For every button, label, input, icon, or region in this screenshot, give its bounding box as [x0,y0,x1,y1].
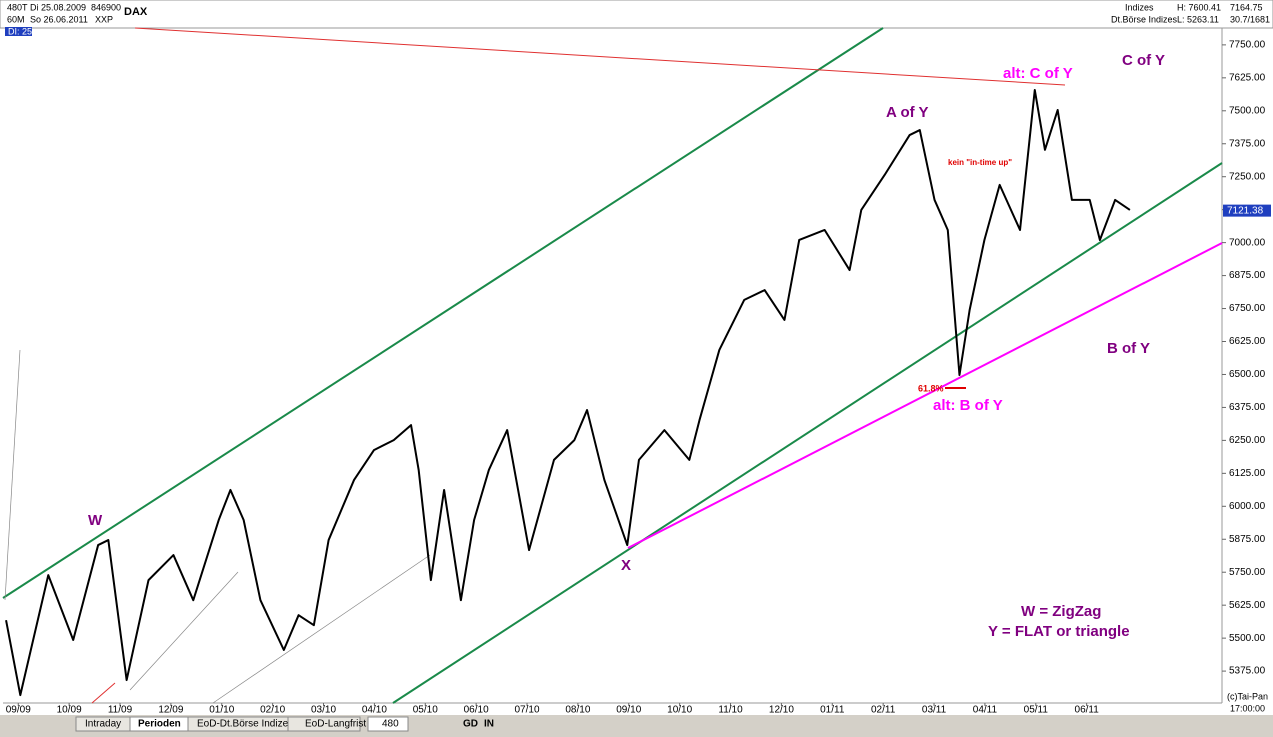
toolbar: Intraday Perioden EoD-Dt.Börse Indizes E… [0,715,1273,737]
y-tick-label: 6000.00 [1229,501,1266,512]
header-text: XXP [95,14,113,24]
y-tick-label: 5875.00 [1229,534,1266,545]
x-tick-label: 01/10 [209,705,234,716]
annotation: kein "in-time up" [948,158,1012,167]
x-tick-label: 02/11 [871,705,896,716]
y-tick-label: 5500.00 [1229,633,1266,644]
tab-label[interactable]: EoD-Langfrist [305,719,366,730]
y-tick-label: 7250.00 [1229,171,1266,182]
annotation: X [621,557,631,574]
plot: 5375.00 5500.00 5625.00 5750.00 5875.00 6000.… [5,40,1271,716]
header-text: 30.7/1681 [1230,14,1270,24]
y-tick-label: 7625.00 [1229,72,1266,83]
annotation: alt: B of Y [933,397,1003,414]
y-tick-label: 6750.00 [1229,303,1266,314]
y-tick-label: 5625.00 [1229,600,1266,611]
tab-label[interactable]: EoD-Dt.Börse Indizes [197,719,293,730]
trend-lines [2,27,1223,704]
header: 480T Di 25.08.2009 846900 DAX 60M So 26.… [0,0,1273,36]
header-text: 846900 [91,2,121,12]
helper-line [91,682,116,704]
y-tick-label: 7750.00 [1229,40,1266,51]
time: 17:00:00 [1230,703,1265,713]
x-tick-label: 05/11 [1024,705,1049,716]
dropdown[interactable] [367,716,409,732]
indicator-badge [5,27,32,36]
channel-upper [2,27,884,599]
annotation: Y = FLAT or triangle [988,623,1130,640]
header-text: L: 5263.11 [1177,14,1219,24]
x-tick-label: 10/09 [57,705,82,716]
y-tick-label: 6125.00 [1229,468,1266,479]
annotation: C of Y [1122,52,1165,69]
header-text: Di 25.08.2009 [30,2,86,12]
x-tick-label: 04/11 [973,705,998,716]
y-tick-label: 7375.00 [1229,138,1266,149]
x-tick-label: 01/11 [820,705,845,716]
header-text: Dt.Börse Indizes [1111,14,1178,24]
x-tick-label: 11/10 [718,705,743,716]
x-tick-label: 05/10 [413,705,438,716]
x-tick-label: 06/11 [1075,705,1100,716]
x-tick-label: 03/11 [922,705,947,716]
header-text: DI: 25 [8,26,32,36]
tab-label[interactable]: Intraday [85,719,121,730]
header-text: So 26.06.2011 [30,14,88,24]
x-tick-label: 07/10 [515,705,540,716]
last-price-label: 7121.38 [1227,205,1264,216]
annotation: W = ZigZag [1021,603,1101,620]
y-tick-label: 6500.00 [1229,369,1266,380]
support-line [627,242,1223,549]
x-tick-label: 08/10 [565,705,590,716]
y-tick-label: 5375.00 [1229,666,1266,677]
x-tick-label: 12/09 [158,705,183,716]
button-label[interactable]: GD [463,719,478,730]
copyright: (c)Tai-Pan [1227,691,1268,701]
annotation: 61.8% [918,383,944,393]
last-price-box [1223,204,1271,217]
header-text: DAX [124,6,148,18]
header-text: 7164.75 [1230,2,1263,12]
x-tick-label: 10/10 [667,705,692,716]
tab-label[interactable]: Perioden [138,719,181,730]
x-tick-label: 02/10 [260,705,285,716]
y-tick-label: 6250.00 [1229,435,1266,446]
annotation: W [88,512,103,529]
helper-line [129,571,239,691]
header-text: Indizes [1125,2,1154,12]
y-tick-label: 7000.00 [1229,237,1266,248]
x-tick-label: 11/09 [108,705,133,716]
annotation: B of Y [1107,340,1150,357]
tab[interactable] [287,716,361,732]
x-tick-label: 12/10 [769,705,794,716]
helper-line [4,349,21,601]
price-line [5,88,1131,697]
y-tick-label: 6375.00 [1229,402,1266,413]
header-text: 480T [7,2,28,12]
resistance-line [134,27,1066,86]
x-tick-label: 09/10 [616,705,641,716]
x-tick-label: 09/09 [6,705,31,716]
x-tick-label: 03/10 [311,705,336,716]
annotation: A of Y [886,104,929,121]
y-tick-label: 5750.00 [1229,567,1266,578]
channel-lower [392,162,1223,704]
x-tick-label: 04/10 [362,705,387,716]
dropdown-label[interactable]: 480 [382,719,399,730]
header-bar [0,0,1273,29]
helper-line [212,554,431,704]
button-label[interactable]: IN [484,719,494,730]
x-tick-label: 06/10 [464,705,489,716]
annotation: alt: C of Y [1003,65,1073,82]
header-text: 60M [7,14,25,24]
y-tick-label: 7500.00 [1229,105,1266,116]
y-tick-label: 6625.00 [1229,336,1266,347]
header-text: H: 7600.41 [1177,2,1221,12]
y-tick-label: 6875.00 [1229,270,1266,281]
